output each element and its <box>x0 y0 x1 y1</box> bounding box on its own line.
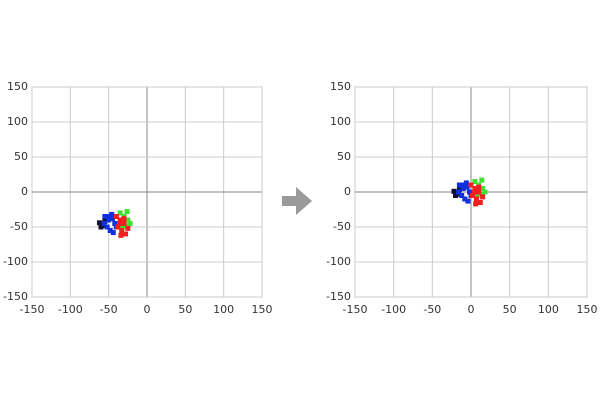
point <box>117 210 123 216</box>
x-tick-label: -50 <box>100 303 118 316</box>
point <box>472 186 478 191</box>
point <box>456 182 462 188</box>
point <box>113 214 119 219</box>
point <box>121 221 127 226</box>
x-tick-label: 100 <box>213 303 234 316</box>
point <box>119 228 125 233</box>
x-tick-label: 150 <box>577 303 598 316</box>
x-tick-label: 0 <box>468 303 475 316</box>
point <box>456 189 462 195</box>
point <box>104 224 110 230</box>
point <box>115 224 121 230</box>
x-tick-label: 0 <box>144 303 151 316</box>
point <box>474 193 480 198</box>
y-tick-label: 150 <box>330 80 351 93</box>
point <box>98 224 104 230</box>
x-tick-label: -150 <box>343 303 368 316</box>
point <box>110 230 116 236</box>
x-tick-label: 50 <box>503 303 517 316</box>
point <box>118 232 124 238</box>
point <box>471 189 477 195</box>
y-tick-label: -150 <box>326 290 351 303</box>
y-tick-label: -50 <box>10 220 28 233</box>
point <box>127 221 133 226</box>
y-tick-label: 100 <box>7 115 28 128</box>
y-tick-label: 0 <box>21 185 28 198</box>
y-tick-label: 100 <box>330 115 351 128</box>
x-tick-label: 150 <box>252 303 273 316</box>
point <box>466 189 472 195</box>
point <box>121 216 127 222</box>
point <box>459 193 465 198</box>
point <box>462 196 468 202</box>
point <box>470 193 476 198</box>
y-tick-label: -50 <box>333 220 351 233</box>
point <box>477 200 483 205</box>
x-tick-label: -50 <box>423 303 441 316</box>
point <box>124 209 130 215</box>
point <box>482 189 488 195</box>
y-tick-label: -100 <box>326 255 351 268</box>
point <box>460 186 466 191</box>
y-tick-label: 50 <box>337 150 351 163</box>
point <box>119 224 125 230</box>
x-tick-label: 50 <box>178 303 192 316</box>
arrow <box>282 187 312 215</box>
point <box>451 188 457 194</box>
y-tick-label: 50 <box>14 150 28 163</box>
point <box>101 221 107 226</box>
point <box>479 177 485 183</box>
y-tick-label: 150 <box>7 80 28 93</box>
x-tick-label: 100 <box>538 303 559 316</box>
point <box>110 216 115 222</box>
point <box>107 228 113 233</box>
point <box>465 198 471 204</box>
point <box>463 180 469 186</box>
point <box>125 225 131 231</box>
point <box>453 193 459 198</box>
y-tick-label: -150 <box>3 290 28 303</box>
point <box>472 179 478 184</box>
y-tick-label: -100 <box>3 255 28 268</box>
point <box>123 231 129 237</box>
point <box>464 184 470 190</box>
x-tick-label: -100 <box>58 303 83 316</box>
point <box>96 220 102 226</box>
point <box>476 189 482 195</box>
point <box>468 182 474 188</box>
point <box>460 182 466 188</box>
point <box>117 217 123 223</box>
point <box>116 221 122 226</box>
point <box>480 194 486 200</box>
point <box>480 186 486 191</box>
point <box>125 217 131 223</box>
y-tick-label: 0 <box>344 185 351 198</box>
x-tick-label: -100 <box>381 303 406 316</box>
point <box>106 214 112 219</box>
point <box>476 184 482 190</box>
point <box>109 211 115 217</box>
point <box>473 196 479 202</box>
x-tick-label: -150 <box>20 303 45 316</box>
point <box>473 201 479 207</box>
point <box>102 214 108 219</box>
point <box>112 221 118 226</box>
point <box>106 217 112 223</box>
